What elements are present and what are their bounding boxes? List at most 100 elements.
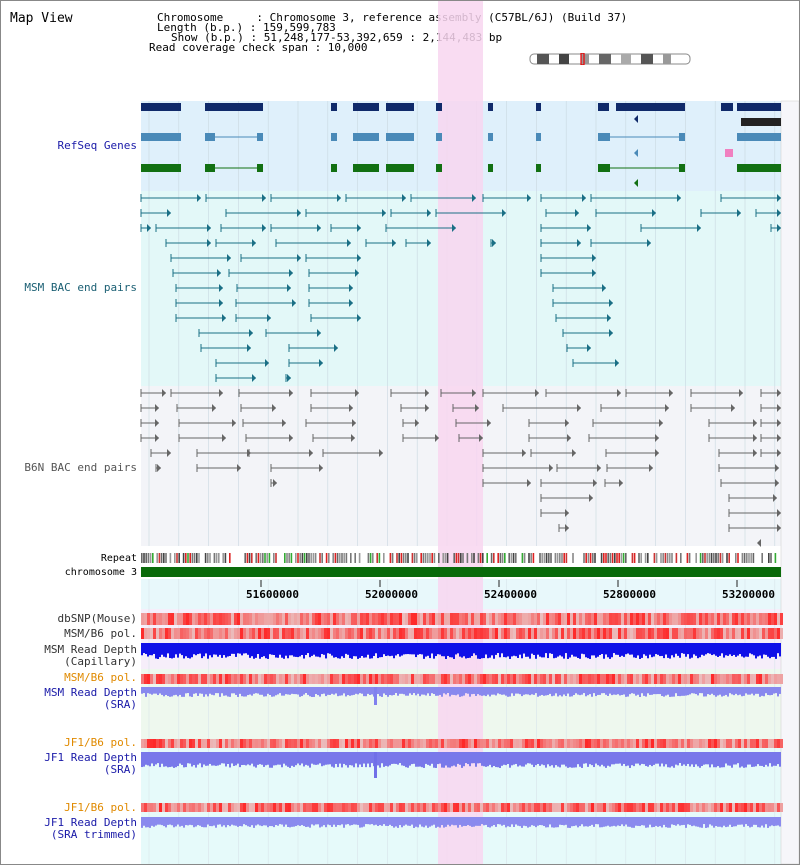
dbsnp-strip xyxy=(498,613,501,625)
chromosome-ideogram[interactable] xyxy=(529,53,691,65)
jf1-sra-depth xyxy=(711,752,713,765)
msm-capillary-depth xyxy=(613,643,615,654)
jf1-pol-strip xyxy=(222,739,225,748)
repeat-mark xyxy=(255,553,257,563)
label-msm-b6-pol[interactable]: MSM/B6 pol. xyxy=(64,627,137,640)
msm-pol-strip xyxy=(486,628,489,639)
dbsnp-strip xyxy=(528,613,531,625)
jf1-trimmed-depth xyxy=(155,817,157,826)
msm-capillary-depth xyxy=(773,643,775,657)
label-chromosome[interactable]: chromosome 3 xyxy=(64,567,137,578)
jf1-pol-strip xyxy=(414,739,417,748)
dbsnp-strip xyxy=(198,613,201,625)
repeat-mark xyxy=(587,553,590,563)
jf1-trimmed-depth xyxy=(625,817,627,825)
label-msm-depth-capillary[interactable]: MSM Read Depth xyxy=(44,643,137,656)
jf1-pol-strip xyxy=(738,739,741,748)
msm-capillary-depth xyxy=(557,643,559,657)
msm-pol-strip xyxy=(720,628,723,639)
msm-capillary-depth xyxy=(371,643,373,659)
msm-capillary-depth xyxy=(163,643,165,657)
msm-pol-sra-strip xyxy=(750,674,753,684)
label-jf1-b6-pol[interactable]: JF1/B6 pol. xyxy=(64,736,137,749)
jf1-sra-depth xyxy=(721,752,723,768)
repeat-mark xyxy=(486,553,488,563)
msm-pol-sra-strip xyxy=(726,674,729,684)
label-msm-b6-pol-sra[interactable]: MSM/B6 pol. xyxy=(64,671,137,684)
jf1-trimmed-depth xyxy=(373,817,375,826)
label-dbsnp[interactable]: dbSNP(Mouse) xyxy=(57,612,137,625)
msm-capillary-depth xyxy=(761,643,763,659)
repeat-mark xyxy=(561,553,563,563)
label-jf1-depth-sra[interactable]: JF1 Read Depth xyxy=(44,751,137,764)
gene-exon xyxy=(488,103,493,111)
label-msm-bac-end-pairs[interactable]: MSM BAC end pairs xyxy=(24,281,137,294)
label-repeat[interactable]: Repeat xyxy=(100,553,137,564)
msm-pol-sra-strip xyxy=(501,674,504,684)
jf1-pol-strip xyxy=(165,739,168,748)
msm-sra-depth xyxy=(513,687,515,696)
jf1-trimmed-depth xyxy=(691,817,693,827)
jf1-trimmed-depth xyxy=(669,817,671,828)
repeat-mark xyxy=(603,553,605,563)
label-refseq-genes[interactable]: RefSeq Genes xyxy=(57,139,137,152)
jf1-trimmed-depth xyxy=(757,817,759,828)
dbsnp-strip xyxy=(276,613,279,625)
label-jf1-b6-pol-trimmed[interactable]: JF1/B6 pol. xyxy=(64,801,137,814)
jf1-pol-trim-strip xyxy=(186,803,189,812)
label-b6n-bac-end-pairs[interactable]: B6N BAC end pairs xyxy=(24,461,137,474)
jf1-pol-strip xyxy=(537,739,540,748)
jf1-pol-trim-strip xyxy=(189,803,192,812)
msm-pol-sra-strip xyxy=(399,674,402,684)
msm-pol-strip xyxy=(195,628,198,639)
jf1-pol-trim-strip xyxy=(183,803,186,812)
repeat-mark xyxy=(275,553,277,563)
msm-pol-sra-strip xyxy=(159,674,162,684)
msm-pol-sra-strip xyxy=(645,674,648,684)
msm-capillary-depth xyxy=(345,643,347,654)
repeat-mark xyxy=(169,553,172,563)
jf1-pol-trim-strip xyxy=(498,803,501,812)
repeat-mark xyxy=(165,553,167,563)
jf1-sra-depth xyxy=(765,752,767,765)
msm-pol-strip xyxy=(696,628,699,639)
msm-pol-strip xyxy=(153,628,156,639)
msm-pol-sra-strip xyxy=(420,674,423,684)
msm-capillary-depth xyxy=(233,643,235,654)
msm-capillary-depth xyxy=(281,643,283,658)
msm-capillary-depth xyxy=(349,643,351,659)
msm-capillary-depth xyxy=(693,643,695,655)
msm-bac-pair-arrow xyxy=(219,299,223,307)
msm-sra-depth xyxy=(387,687,389,697)
dbsnp-strip xyxy=(549,613,552,625)
jf1-sra-depth xyxy=(751,752,753,767)
repeat-mark xyxy=(477,553,480,563)
gene-exon xyxy=(331,103,337,111)
jf1-sra-depth xyxy=(467,752,469,765)
jf1-pol-trim-strip xyxy=(219,803,222,812)
msm-sra-depth xyxy=(545,687,547,696)
jf1-sra-depth xyxy=(531,752,533,765)
jf1-sra-depth xyxy=(683,752,685,765)
repeat-mark xyxy=(600,553,603,563)
msm-pol-sra-strip xyxy=(738,674,741,684)
repeat-mark xyxy=(680,553,682,563)
dbsnp-strip xyxy=(741,613,744,625)
jf1-pol-strip xyxy=(594,739,597,748)
label-msm-depth-sra[interactable]: MSM Read Depth xyxy=(44,686,137,699)
jf1-pol-strip xyxy=(252,739,255,748)
jf1-trimmed-depth xyxy=(463,817,465,826)
jf1-sra-depth xyxy=(523,752,525,767)
jf1-pol-trim-strip xyxy=(681,803,684,812)
msm-pol-strip xyxy=(615,628,618,639)
jf1-pol-trim-strip xyxy=(495,803,498,812)
dbsnp-strip xyxy=(183,613,186,625)
msm-bac-pair-arrow xyxy=(392,239,396,247)
repeat-mark xyxy=(614,553,616,563)
label-jf1-depth-trimmed[interactable]: JF1 Read Depth xyxy=(44,816,137,829)
jf1-sra-depth xyxy=(205,752,207,766)
jf1-pol-trim-strip xyxy=(159,803,162,812)
msm-sra-depth xyxy=(587,687,589,696)
msm-capillary-depth xyxy=(683,643,685,654)
